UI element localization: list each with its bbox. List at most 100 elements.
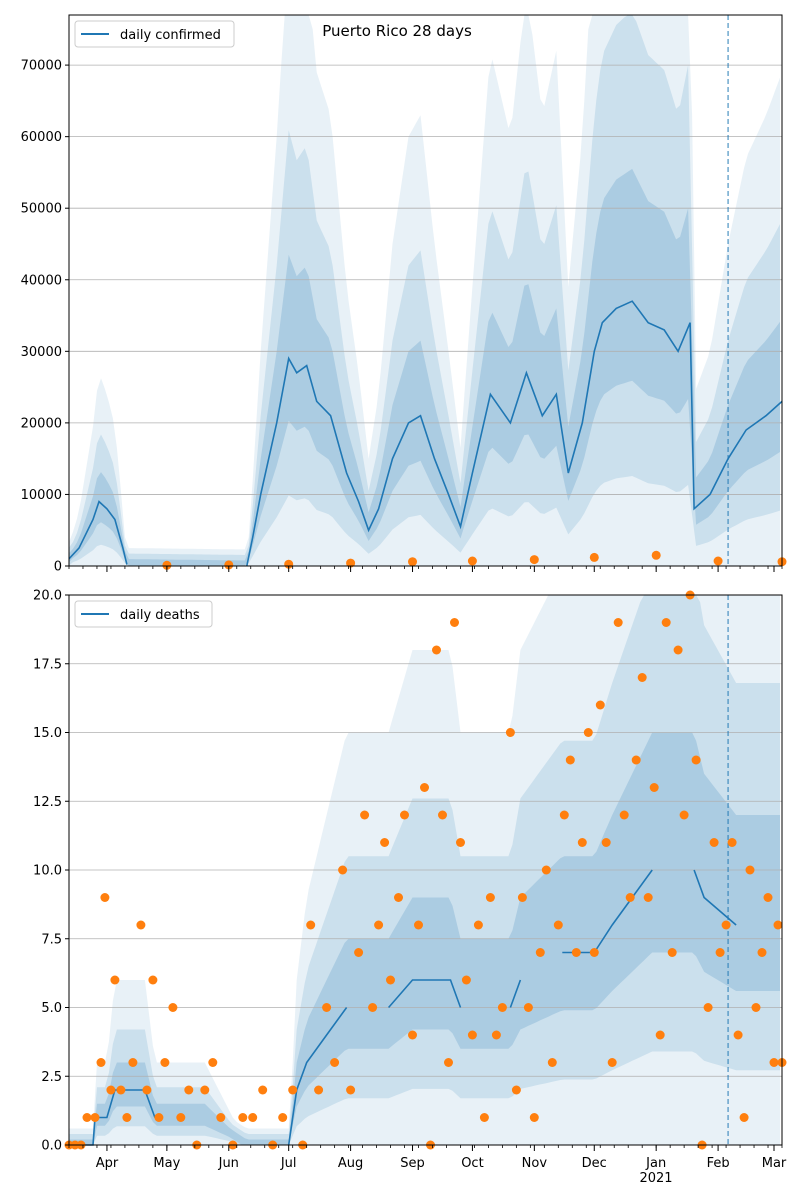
deaths-x-tick-label: Dec: [582, 1156, 607, 1171]
confirmed-point: [162, 560, 172, 570]
deaths-point: [473, 920, 483, 930]
deaths-point: [491, 1030, 501, 1040]
deaths-x-tick-label: Oct: [461, 1156, 483, 1171]
x-year-label: 2021: [639, 1171, 672, 1186]
deaths-y-tick-label: 12.5: [33, 795, 62, 810]
deaths-point-series: [64, 590, 787, 1150]
deaths-x-tick-label: Jan: [645, 1156, 666, 1171]
confirmed-point: [529, 555, 539, 565]
deaths-point: [595, 700, 605, 710]
deaths-point: [485, 893, 495, 902]
deaths-point: [757, 948, 767, 957]
deaths-point: [571, 948, 581, 957]
deaths-point: [497, 1003, 507, 1012]
deaths-point: [553, 920, 563, 930]
deaths-line-segment: [387, 979, 462, 1009]
deaths-y-tick-label: 15.0: [33, 726, 62, 741]
confirmed-band-1: [69, 168, 780, 566]
deaths-point: [751, 1003, 761, 1012]
deaths-point: [330, 1058, 340, 1067]
deaths-point: [511, 1085, 521, 1095]
deaths-point: [374, 920, 384, 930]
deaths-point: [709, 838, 719, 847]
deaths-point: [338, 865, 348, 875]
deaths-legend-box: [74, 600, 213, 628]
deaths-point: [661, 618, 671, 627]
deaths-point: [346, 1085, 356, 1095]
deaths-point: [122, 1113, 132, 1122]
confirmed-y-tick-label: 20000: [21, 416, 62, 431]
deaths-point: [116, 1085, 126, 1095]
deaths-point: [577, 838, 587, 847]
deaths-point: [380, 838, 390, 847]
deaths-point: [258, 1085, 268, 1095]
deaths-point: [420, 783, 429, 792]
confirmed-band-2: [69, 15, 780, 566]
deaths-point: [517, 893, 527, 902]
confirmed-x-ticks: [68, 566, 783, 572]
deaths-point: [148, 975, 158, 985]
deaths-point: [110, 975, 120, 985]
confirmed-point: [651, 550, 661, 560]
deaths-y-tick-label: 10.0: [33, 864, 62, 879]
deaths-point: [394, 893, 403, 902]
deaths-point: [559, 810, 569, 820]
confirmed-line-series: [68, 300, 783, 567]
deaths-point: [176, 1113, 186, 1122]
deaths-y-tick-label: 0.0: [41, 1139, 62, 1154]
deaths-point: [160, 1058, 170, 1067]
deaths-point: [733, 1030, 743, 1040]
confirmed-y-tick-label: 50000: [21, 202, 62, 217]
deaths-panel: 0.0 2.5 5.0 7.5 10.0 12.5 15.0 17.5 20.0 Apr May J…: [33, 589, 787, 1187]
deaths-point: [354, 948, 364, 957]
deaths-point: [238, 1113, 248, 1122]
deaths-point: [547, 1058, 557, 1067]
deaths-x-tick-label: Nov: [522, 1156, 548, 1171]
confirmed-uncertainty-bands: [69, 15, 780, 566]
confirmed-point: [467, 556, 477, 566]
deaths-point: [360, 810, 370, 820]
deaths-point: [625, 893, 635, 902]
confirmed-legend-label: daily confirmed: [120, 28, 221, 43]
deaths-point: [408, 1030, 417, 1040]
deaths-point: [467, 1030, 477, 1040]
deaths-point: [601, 838, 611, 847]
deaths-point: [136, 920, 146, 930]
confirmed-line-segment: [68, 500, 128, 565]
confirmed-y-tick-label: 0: [54, 560, 62, 575]
deaths-y-tick-label: 7.5: [41, 932, 62, 947]
confirmed-panel: 0 10000 20000 30000 40000 50000 60000 70000 Pue…: [21, 14, 787, 575]
confirmed-point: [408, 557, 417, 567]
confirmed-point: [224, 560, 234, 570]
deaths-y-tick-label: 17.5: [33, 657, 62, 672]
deaths-point: [142, 1085, 152, 1095]
deaths-x-tick-label: Mar: [762, 1156, 787, 1171]
confirmed-band-3: [69, 15, 780, 566]
deaths-point: [368, 1003, 378, 1012]
deaths-x-tick-label: Sep: [400, 1156, 425, 1171]
deaths-point: [432, 645, 441, 655]
deaths-y-axis: 0.0 2.5 5.0 7.5 10.0 12.5 15.0 17.5 20.0: [33, 589, 69, 1154]
deaths-x-tick-label: Apr: [96, 1156, 119, 1171]
deaths-x-tick-label: Feb: [707, 1156, 730, 1171]
deaths-point: [703, 1003, 713, 1012]
deaths-point: [715, 948, 725, 957]
deaths-point: [649, 783, 659, 792]
confirmed-y-tick-label: 40000: [21, 273, 62, 288]
chart-title: Puerto Rico 28 days: [322, 22, 472, 40]
confirmed-legend: daily confirmed: [74, 20, 235, 48]
deaths-point: [90, 1113, 100, 1122]
deaths-x-tick-label: Jul: [280, 1156, 297, 1171]
deaths-point: [96, 1058, 106, 1067]
deaths-point: [721, 920, 731, 930]
deaths-point: [400, 810, 409, 820]
deaths-point: [106, 1085, 116, 1095]
deaths-point: [128, 1058, 138, 1067]
deaths-point: [773, 920, 783, 930]
confirmed-line-segment: [246, 300, 783, 567]
deaths-point: [248, 1113, 258, 1122]
deaths-point: [769, 1058, 779, 1067]
deaths-point: [82, 1113, 92, 1122]
